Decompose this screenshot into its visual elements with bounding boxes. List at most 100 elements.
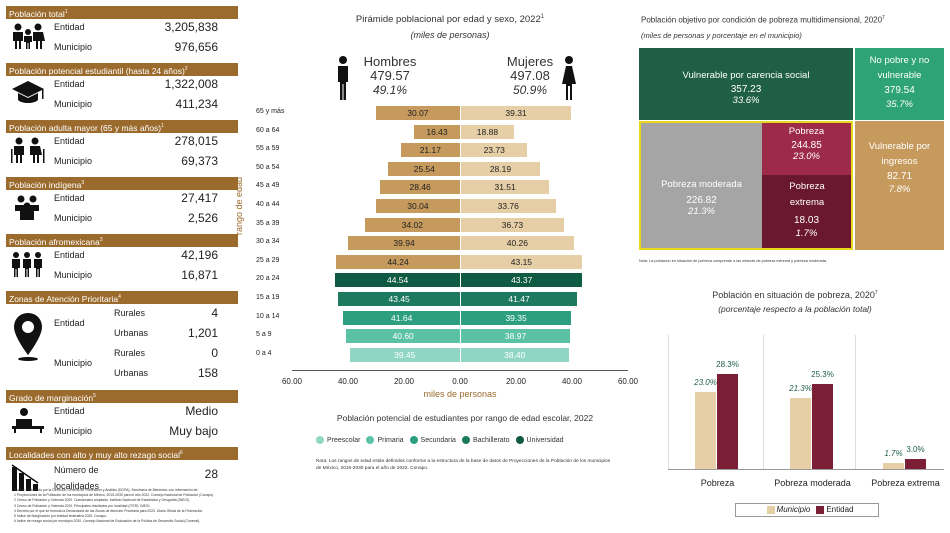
- poblacion-estudiantil-header: Población potencial estudiantil (hasta 2…: [6, 63, 238, 76]
- poverty-value-label: 23.0%: [694, 377, 717, 387]
- poblacion-total-header: Población total1: [6, 6, 238, 19]
- pyramid-subtitle: (miles de personas): [410, 30, 490, 40]
- poverty-chart-title: Población en situación de pobreza, 20207: [712, 290, 878, 300]
- poblacion-total-row-label: Municipio: [54, 42, 93, 52]
- zonas-mun-rurales-value: 0: [211, 346, 218, 360]
- rezago-value: 28: [204, 467, 218, 481]
- graduation-cap-icon: [10, 80, 46, 111]
- footnote: Fuente: Elaborado por la Dirección Gener…: [14, 488, 199, 492]
- poverty-grid-note: Nota: La población en situación de pobre…: [639, 259, 828, 263]
- female-bar: 43.15: [461, 254, 582, 269]
- poblacion-total-row-value: 976,656: [174, 40, 218, 54]
- male-bar: 41.64: [343, 310, 460, 325]
- poverty-chart-legend: Municipio Entidad: [735, 503, 879, 517]
- moderada-value: 226.82: [686, 195, 717, 206]
- marginacion-row-value: Muy bajo: [169, 424, 218, 438]
- students-legend: Preescolar Primaria Secundaria Bachillerato…: [310, 436, 640, 444]
- age-label: 60 a 64: [256, 126, 280, 134]
- afromexicana-row-value: 42,196: [181, 248, 218, 262]
- male-bar: 39.94: [348, 236, 460, 251]
- legend-swatch: [366, 436, 375, 444]
- female-bar: 38.97: [461, 329, 571, 344]
- x-tick-label: 20.00: [505, 377, 527, 386]
- poverty-grid-title: Población objetivo por condición de pobr…: [641, 15, 885, 25]
- rezago-label: Número de localidades: [54, 465, 100, 491]
- female-bar: 39.35: [461, 310, 572, 325]
- poverty-x-axis: [668, 469, 944, 470]
- pobreza-pct: 23.0%: [793, 151, 820, 162]
- footnote: 2 Censo de Población y Vivienda 2020. Cu…: [14, 498, 190, 503]
- pyramid-xlabel: miles de personas: [423, 389, 497, 399]
- x-tick-label: 20.00: [393, 377, 415, 386]
- legend-label: Secundaria: [420, 436, 456, 444]
- footnotes: Fuente: Elaborado por la Dirección Gener…: [14, 488, 294, 524]
- adulta-mayor-row-label: Municipio: [54, 156, 93, 166]
- zonas-urbanas-label: Urbanas: [114, 368, 149, 378]
- marginacion-row-value: Medio: [185, 404, 218, 418]
- no-pobre-pct: 35.7%: [886, 99, 913, 110]
- poverty-legend-label: Municipio: [776, 505, 811, 514]
- marginacion-row-label: Entidad: [54, 406, 85, 416]
- footnote: 1 Proyecciones de la Población de los mu…: [14, 493, 215, 498]
- municipio-bar: [790, 397, 811, 469]
- students-legend-title: Población potencial de estudiantes por r…: [336, 413, 594, 423]
- poblacion-estudiantil-row-value: 1,322,008: [164, 77, 218, 91]
- poblacion-total-row-value: 3,205,838: [164, 20, 218, 34]
- male-bar: 34.02: [364, 217, 460, 232]
- indigena-row-value: 2,526: [187, 211, 218, 225]
- legend-swatch: [316, 436, 324, 444]
- age-label: 65 y más: [256, 108, 285, 115]
- x-tick-label: 60.00: [281, 377, 303, 386]
- zonas-ent-urbanas-value: 1,201: [187, 326, 218, 340]
- zonas-urbanas-label: Urbanas: [114, 328, 149, 338]
- female-bar: 31.51: [461, 180, 550, 195]
- male-bar: 28.46: [380, 180, 460, 195]
- legend-label: Universidad: [526, 436, 564, 444]
- vulnerable-carencia-cell: Vulnerable por carencia social 357.23 33…: [639, 48, 853, 120]
- no-pobre-cell: No pobre y no vulnerable 379.54 35.7%: [855, 48, 944, 120]
- male-bar: 39.45: [349, 347, 460, 362]
- female-bar: 38.40: [461, 347, 569, 362]
- legend-swatch: [515, 436, 524, 444]
- female-bar: 36.73: [461, 217, 564, 232]
- age-label: 35 a 39: [256, 219, 280, 227]
- entidad-bar: [717, 374, 738, 469]
- x-tick-label: 40.00: [561, 377, 583, 386]
- men-pct: 49.1%: [372, 83, 408, 97]
- entidad-bar: [812, 384, 833, 469]
- indigena-row-label: Municipio: [54, 213, 93, 223]
- legend-label: Bachillerato: [472, 436, 510, 444]
- female-bar: 39.31: [461, 106, 572, 120]
- vulnerable-ingresos-pct: 7.8%: [888, 184, 911, 195]
- adulta-mayor-row-label: Entidad: [54, 136, 85, 146]
- pyramid-x-axis: [292, 370, 628, 371]
- municipio-bar: [883, 463, 904, 469]
- female-bar: 28.19: [461, 161, 540, 176]
- male-bar: 40.60: [346, 329, 460, 344]
- x-tick-label: 0.00: [452, 377, 468, 386]
- poverty-value-label: 25.3%: [811, 370, 834, 380]
- age-label: 15 a 19: [256, 294, 280, 301]
- pobreza-label: Pobreza: [788, 126, 825, 137]
- location-pin-icon: [10, 311, 46, 368]
- no-pobre-value: 379.54: [884, 85, 915, 96]
- footnote: 4 Decreto por el que se formula la Decla…: [14, 508, 204, 513]
- rezago-header: Localidades con alto y muy alto rezago s…: [6, 447, 238, 460]
- indigena-row-label: Entidad: [54, 193, 85, 203]
- extrema-cell: Pobreza extrema 18.03 1.7%: [762, 175, 851, 248]
- declining-chart-icon: [10, 463, 46, 498]
- poverty-category-label: Pobreza moderada: [774, 478, 851, 488]
- pobreza-value: 244.85: [791, 140, 822, 151]
- poblacion-estudiantil-row-value: 411,234: [175, 97, 219, 111]
- poverty-legend-swatch: [816, 505, 825, 514]
- zonas-entidad-label: Entidad: [54, 318, 85, 328]
- man-icon: [336, 56, 350, 105]
- female-bar: 43.37: [461, 273, 583, 288]
- poverty-value-label: 1.7%: [884, 449, 903, 459]
- pyramid-note: Nota: Los rangos de edad están definidos…: [316, 459, 611, 471]
- vulnerable-carencia-label: Vulnerable por carencia social: [682, 70, 810, 81]
- legend-swatch: [409, 436, 418, 444]
- age-label: 25 a 29: [256, 256, 280, 264]
- female-bar: 41.47: [461, 292, 578, 306]
- age-label: 55 a 59: [256, 145, 280, 153]
